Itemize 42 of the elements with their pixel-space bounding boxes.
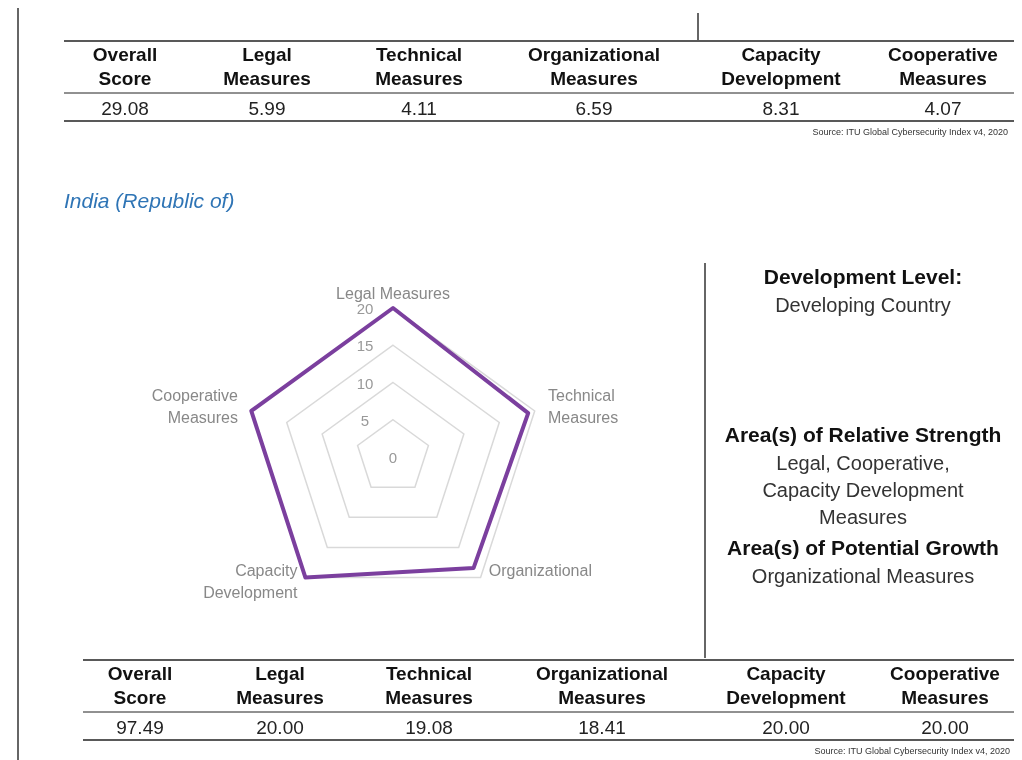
text: 18.41 — [578, 717, 626, 738]
source-note: Source: ITU Global Cybersecurity Index v4, 2020 — [814, 746, 1010, 756]
text: Developing Country — [775, 294, 951, 316]
category-label: Capacity Development — [726, 663, 847, 708]
text: 6.59 — [575, 98, 613, 119]
spoke-label: Legal Measures — [336, 285, 450, 302]
text: Organizational Measures — [751, 565, 975, 587]
text: 20.00 — [921, 717, 969, 738]
text: 29.08 — [101, 98, 149, 119]
text: Development Level: — [763, 265, 963, 288]
text: Area(s) of Potential Growth — [727, 536, 999, 559]
category-label: Cooperative Measures — [888, 44, 998, 89]
category-label: Organizational Measures — [528, 44, 660, 89]
text: 4.07 — [924, 98, 962, 119]
text: 19.08 — [405, 717, 453, 738]
spoke-label: Organizational — [488, 561, 592, 579]
category-label: Organizational Measures — [536, 663, 668, 708]
spoke-label: Technical Measures — [548, 386, 619, 426]
text: 4.11 — [401, 98, 437, 119]
spoke-label: Capacity Development — [203, 561, 298, 601]
chart-title: India (Republic of) — [64, 189, 235, 212]
y-tick-label: 5 — [360, 411, 370, 429]
text: Legal, Cooperative, Capacity Development Measures — [762, 452, 965, 528]
y-tick-label: 10 — [356, 374, 374, 392]
category-label: Capacity Development — [721, 44, 842, 89]
text: 8.31 — [762, 98, 800, 119]
category-label: Cooperative Measures — [890, 663, 1000, 708]
category-label: Technical Measures — [375, 44, 463, 89]
source-note: Source: ITU Global Cybersecurity Index v4, 2020 — [812, 127, 1008, 137]
category-label: Overall Score — [107, 663, 173, 708]
category-label: Legal Measures — [223, 44, 311, 89]
text: 97.49 — [116, 717, 164, 738]
text: 20.00 — [256, 717, 304, 738]
text: 5.99 — [248, 98, 286, 119]
spoke-label: Cooperative Measures — [151, 386, 239, 426]
text: 20.00 — [762, 717, 810, 738]
category-label: Legal Measures — [236, 663, 324, 708]
text: Area(s) of Relative Strength — [724, 423, 1002, 446]
y-tick-label: 0 — [388, 449, 398, 466]
y-tick-label: 15 — [356, 337, 374, 355]
category-label: Overall Score — [92, 44, 158, 89]
category-label: Technical Measures — [385, 663, 473, 708]
